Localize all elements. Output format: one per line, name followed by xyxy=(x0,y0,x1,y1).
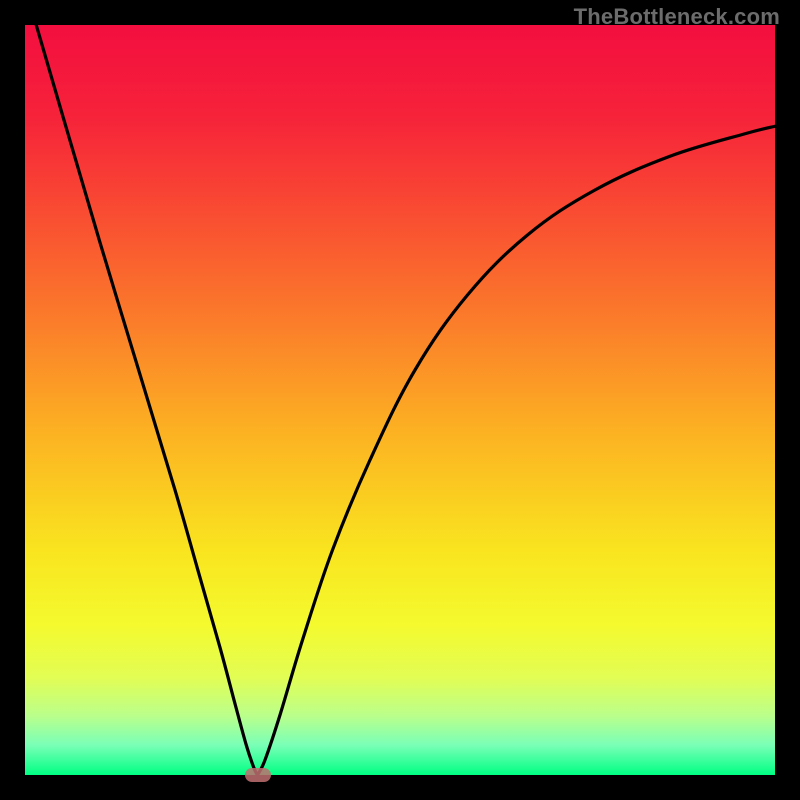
bottleneck-curve xyxy=(25,25,775,775)
plot-area xyxy=(25,25,775,775)
curve-minimum-marker xyxy=(245,768,271,782)
outer-frame: TheBottleneck.com xyxy=(0,0,800,800)
